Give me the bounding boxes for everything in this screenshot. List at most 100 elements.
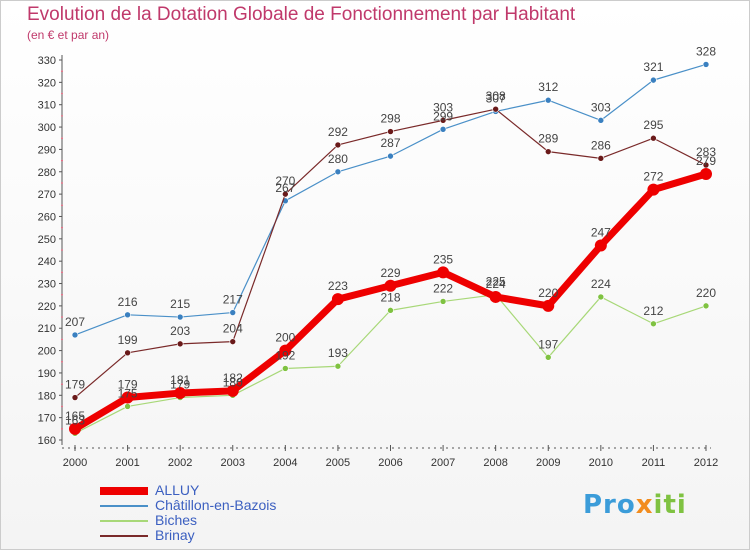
- data-label: 229: [380, 266, 400, 280]
- data-label: 197: [538, 337, 558, 351]
- y-tick-label: 260: [38, 211, 56, 223]
- chart-title: Evolution de la Dotation Globale de Fonc…: [27, 4, 576, 25]
- data-label: 299: [433, 109, 453, 123]
- x-tick-label: 2001: [115, 457, 139, 469]
- legend-label: Brinay: [155, 527, 195, 543]
- data-label: 289: [538, 132, 558, 146]
- y-minor-tick: [61, 70, 63, 72]
- data-label: 222: [433, 281, 453, 295]
- y-tick-label: 320: [38, 77, 56, 89]
- data-point: [69, 422, 81, 435]
- y-tick-label: 170: [38, 413, 56, 425]
- data-label: 207: [65, 315, 85, 329]
- data-labels: 207 216 215 217 267 280 287 299 307 312 303 321 328 1…: [65, 44, 716, 427]
- y-tick-label: 230: [38, 279, 56, 291]
- data-point: [594, 239, 607, 252]
- data-label: 220: [696, 286, 716, 300]
- data-label: 224: [591, 277, 611, 291]
- y-minor-tick: [61, 383, 63, 385]
- y-tick-label: 270: [38, 189, 56, 201]
- series-line-brinay: [74, 108, 707, 399]
- data-label: 203: [170, 324, 190, 338]
- data-point: [647, 183, 660, 196]
- data-label: 247: [591, 226, 611, 240]
- data-label: 165: [65, 409, 85, 423]
- data-label: 308: [486, 89, 506, 103]
- y-minor-tick: [61, 360, 63, 363]
- y-minor-tick: [61, 405, 63, 408]
- x-tick-label: 2012: [694, 457, 718, 469]
- data-point: [334, 362, 342, 370]
- data-point: [387, 307, 394, 314]
- data-point: [597, 117, 605, 124]
- data-point: [439, 117, 447, 124]
- y-minor-tick: [61, 293, 63, 296]
- data-label: 270: [275, 174, 295, 188]
- data-label: 321: [643, 60, 663, 74]
- x-tick-label: 2010: [589, 457, 613, 469]
- x-tick-label: 2000: [63, 457, 87, 469]
- data-label: 181: [170, 373, 190, 387]
- data-point: [650, 320, 657, 328]
- data-point: [489, 290, 502, 303]
- y-minor-tick: [61, 428, 63, 430]
- legend-swatch: [100, 505, 148, 507]
- data-point: [544, 353, 552, 361]
- data-point: [387, 152, 394, 160]
- x-tick-label: 2011: [642, 457, 666, 469]
- x-tick-label: 2005: [326, 457, 350, 469]
- data-label: 192: [275, 348, 295, 362]
- data-label: 179: [118, 378, 138, 392]
- y-tick-label: 200: [38, 346, 56, 358]
- data-point: [700, 168, 712, 180]
- data-point: [544, 96, 552, 104]
- y-tick-label: 220: [38, 301, 56, 313]
- x-tick-label: 2009: [536, 457, 560, 469]
- proxiti-logo: Proxiti: [583, 490, 687, 520]
- data-label: 295: [643, 118, 663, 132]
- data-label: 267: [275, 181, 295, 195]
- x-tick-label: 2008: [483, 457, 507, 469]
- data-label: 216: [118, 295, 138, 309]
- data-point: [229, 338, 237, 345]
- y-tick-label: 180: [38, 390, 56, 402]
- data-label: 179: [170, 378, 190, 392]
- y-minor-tick: [61, 182, 63, 184]
- data-point: [597, 155, 605, 162]
- y-tick-label: 330: [38, 55, 56, 67]
- data-label: 272: [643, 170, 663, 184]
- data-point: [124, 349, 131, 357]
- y-tick-label: 190: [38, 368, 56, 380]
- data-label: 280: [328, 152, 348, 166]
- legend-label: Châtillon-en-Bazois: [155, 497, 277, 513]
- data-label: 224: [486, 277, 506, 291]
- data-label: 225: [486, 275, 506, 289]
- data-label: 193: [328, 346, 348, 360]
- data-point: [597, 293, 605, 301]
- y-tick-label: 160: [38, 435, 56, 447]
- legend-swatch: [100, 535, 148, 537]
- x-tick-label: 2002: [168, 457, 192, 469]
- data-label: 179: [65, 378, 85, 392]
- data-label: 212: [643, 304, 663, 318]
- chart-subtitle: (en € et par an): [27, 28, 110, 42]
- data-point: [71, 394, 79, 401]
- data-label: 286: [591, 138, 611, 152]
- data-label: 292: [328, 125, 348, 139]
- data-point: [282, 365, 289, 372]
- data-point: [176, 313, 184, 321]
- x-tick-label: 2004: [273, 457, 297, 469]
- data-point: [282, 190, 289, 198]
- data-point: [124, 403, 131, 410]
- x-tick-label: 2003: [221, 457, 245, 469]
- x-tick-label: 2006: [378, 457, 402, 469]
- data-point: [279, 344, 292, 357]
- data-point: [121, 391, 134, 404]
- legend-swatch: [100, 487, 148, 495]
- data-point: [702, 302, 710, 310]
- data-point: [176, 340, 184, 348]
- data-label: 180: [223, 375, 243, 389]
- y-minor-tick: [61, 316, 63, 318]
